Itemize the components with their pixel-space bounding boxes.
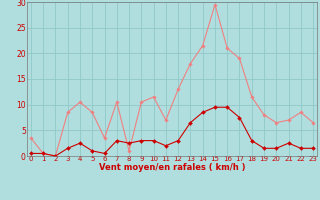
X-axis label: Vent moyen/en rafales ( km/h ): Vent moyen/en rafales ( km/h ) — [99, 163, 245, 172]
